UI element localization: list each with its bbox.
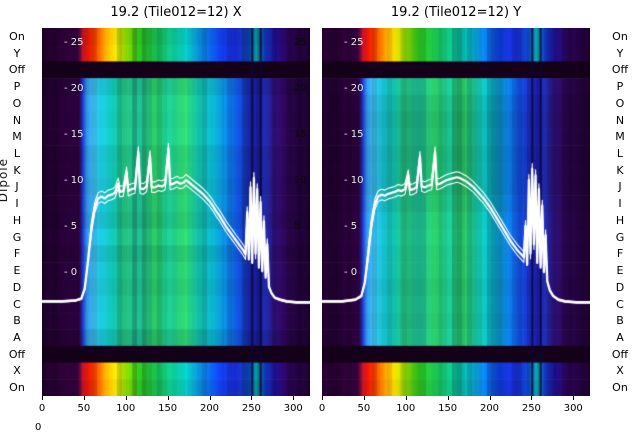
dipole-row-label-right: C: [616, 297, 624, 311]
x-tick-label: 200: [479, 403, 500, 414]
x-tick-label: 150: [158, 403, 178, 414]
x-tick-label: 0: [318, 403, 326, 414]
dipole-row-label-right: J: [618, 180, 622, 194]
y-tick-label-inner-right: 25: [294, 36, 307, 48]
dipole-row-label-right: A: [616, 330, 624, 344]
y-tick-label-inner-left: - 20: [64, 82, 84, 94]
dipole-row-label-right: I: [618, 197, 622, 211]
x-tick-mark: [83, 396, 85, 400]
dipole-row-label-left: A: [13, 330, 21, 344]
x-tick-label: 250: [241, 403, 261, 414]
y-tick-label-inner-left: - 15: [64, 128, 84, 140]
dipole-row-label-left: D: [12, 280, 22, 294]
dipole-row-label-right: B: [616, 314, 624, 328]
y-tick-label-inner-left: - 15: [344, 128, 364, 140]
dipole-row-label-left: Off: [8, 347, 26, 361]
dipole-row-label-left: K: [13, 163, 21, 177]
dipole-row-label-right: Y: [616, 46, 624, 60]
y-tick-label-inner-right: 15: [294, 128, 307, 140]
y-tick-label-inner-right: 20: [294, 82, 307, 94]
x-tick-mark: [167, 396, 169, 400]
dipole-row-label-left: C: [13, 297, 21, 311]
dipole-row-label-right: D: [615, 280, 625, 294]
y-tick-label-inner-left: - 5: [64, 220, 78, 232]
y-tick-label-inner-right: 5: [294, 220, 301, 232]
x-tick-label: 50: [357, 403, 371, 414]
x-tick-label: 200: [199, 403, 220, 414]
dipole-row-label-left: G: [12, 230, 22, 244]
dipole-row-label-right: P: [616, 80, 624, 94]
dipole-row-label-left: E: [13, 264, 21, 278]
y-tick-label-inner-left: - 0: [344, 266, 358, 278]
heatmap-canvas-x: [42, 28, 310, 396]
x-tick-mark: [209, 396, 211, 400]
dipole-row-label-left: F: [13, 247, 21, 261]
y-tick-label-inner-left: - 20: [344, 82, 364, 94]
x-tick-label: 300: [563, 403, 583, 414]
dipole-row-label-right: O: [615, 96, 625, 110]
y-tick-label-inner-left: - 0: [64, 266, 78, 278]
x-tick-mark: [251, 396, 253, 400]
x-tick-label: 250: [521, 403, 541, 414]
dipole-row-label-left: Off: [8, 63, 26, 77]
x-tick-label: 0: [38, 403, 46, 414]
dipole-row-label-left: X: [13, 364, 21, 378]
x-tick-mark: [363, 396, 365, 400]
dipole-row-label-right: X: [616, 364, 624, 378]
dipole-row-label-left: Y: [13, 46, 21, 60]
x-tick-mark: [42, 396, 43, 400]
x-tick-mark: [531, 396, 533, 400]
dipole-row-label-right: H: [615, 213, 625, 227]
dipole-row-label-left: M: [12, 130, 22, 144]
y-tick-label-inner-left: - 25: [64, 36, 84, 48]
dipole-row-label-left: L: [13, 146, 21, 160]
dipole-row-label-left: O: [12, 96, 22, 110]
heatmap-canvas-y: [322, 28, 590, 396]
y-tick-label-inner-right: 10: [294, 174, 307, 186]
dipole-row-label-right: On: [612, 381, 628, 395]
dipole-row-label-left: J: [15, 180, 19, 194]
x-tick-label: 300: [283, 403, 303, 414]
dipole-row-label-left: I: [15, 197, 19, 211]
dipole-row-label-left: N: [12, 113, 22, 127]
dipole-row-label-right: Off: [611, 347, 629, 361]
panel-title-x: 19.2 (Tile012=12) X: [110, 5, 242, 20]
dipole-row-label-right: On: [612, 29, 628, 43]
dipole-row-label-right: M: [615, 130, 625, 144]
y-tick-label-inner-left: - 10: [344, 174, 364, 186]
dipole-row-label-right: E: [616, 264, 624, 278]
dipole-row-label-left: P: [13, 80, 21, 94]
dipole-row-label-right: G: [615, 230, 625, 244]
dipole-row-label-right: L: [616, 146, 624, 160]
dipole-row-label-left: On: [9, 29, 25, 43]
dipole-row-label-right: K: [616, 163, 624, 177]
x-tick-mark: [405, 396, 407, 400]
x-tick-label: 100: [396, 403, 416, 414]
y-tick-label-inner-left: - 25: [344, 36, 364, 48]
y-tick-label-inner-left: - 10: [64, 174, 84, 186]
x-tick-label: 150: [438, 403, 458, 414]
y-tick-label-inner-left: - 5: [344, 220, 358, 232]
x-tick-mark: [573, 396, 575, 400]
x-tick-label: 100: [116, 403, 136, 414]
dipole-row-label-right: F: [616, 247, 624, 261]
dipole-row-label-right: N: [615, 113, 625, 127]
x-tick-mark: [322, 396, 323, 400]
dipole-row-label-left: H: [12, 213, 22, 227]
dipole-row-label-left: B: [13, 314, 21, 328]
bottom-left-label: 0: [35, 422, 42, 433]
x-tick-label: 50: [77, 403, 91, 414]
x-tick-mark: [447, 396, 449, 400]
dipole-row-label-right: Off: [611, 63, 629, 77]
panel-title-y: 19.2 (Tile012=12) Y: [390, 5, 522, 20]
dipole-row-label-left: On: [9, 381, 25, 395]
x-tick-mark: [293, 396, 295, 400]
x-tick-mark: [125, 396, 127, 400]
x-tick-mark: [489, 396, 491, 400]
